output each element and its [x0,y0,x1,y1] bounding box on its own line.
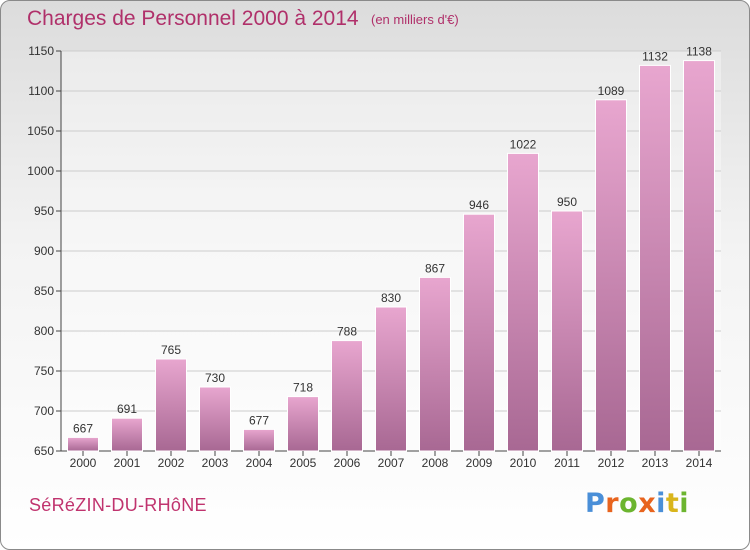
bar-2006 [331,340,363,452]
bar-2005 [287,396,319,452]
commune-name: SéRéZIN-DU-RHôNE [29,495,207,515]
y-tick-label: 1050 [27,124,54,138]
bar-2010 [507,152,539,452]
bar-2009 [463,213,495,452]
bar-2004 [243,428,275,452]
data-label-2008: 867 [425,261,445,275]
y-tick-label: 1000 [27,164,54,178]
bar-2000 [67,436,99,452]
logo-letter: P [585,488,606,519]
logo-letter: t [665,488,680,519]
bar-2001 [111,417,143,452]
x-tick-label-2007: 2007 [378,456,405,470]
x-tick-label-2012: 2012 [598,456,625,470]
data-label-2011: 950 [557,195,577,209]
data-label-2002: 765 [161,343,181,357]
y-tick-label: 900 [34,244,54,258]
y-tick-label: 650 [34,444,54,458]
x-tick-label-2001: 2001 [114,456,141,470]
data-label-2014: 1138 [686,45,712,59]
data-label-2006: 788 [337,325,357,339]
data-label-2010: 1022 [510,137,537,151]
x-tick-label-2010: 2010 [510,456,537,470]
logo-letter: i [679,488,690,519]
bar-2007 [375,306,407,452]
bar-2003 [199,386,231,452]
bar-2012 [595,99,627,452]
chart-title: Charges de Personnel 2000 à 2014 [27,7,359,30]
bar-2013 [639,64,671,452]
logo-letter: i [656,488,666,519]
y-tick-label: 750 [34,364,54,378]
bar-2002 [155,358,187,452]
data-label-2013: 1132 [642,49,668,63]
data-label-2001: 691 [117,402,137,416]
bar-2011 [551,210,583,452]
x-tick-label-2004: 2004 [246,456,273,470]
logo-letter: o [619,488,639,519]
y-tick-label: 950 [34,204,54,218]
logo-letter: r [605,488,620,519]
chart-subtitle: (en milliers d'€) [371,12,459,27]
x-tick-label-2006: 2006 [334,456,361,470]
x-tick-label-2003: 2003 [202,456,229,470]
x-tick-label-2008: 2008 [422,456,449,470]
logo-letter: x [638,488,657,519]
proxiti-logo: Proxiti [585,488,689,519]
x-tick-label-2014: 2014 [686,456,713,470]
x-tick-label-2002: 2002 [158,456,185,470]
y-tick-label: 800 [34,324,54,338]
y-tick-label: 700 [34,404,54,418]
data-label-2004: 677 [249,413,269,427]
data-label-2003: 730 [205,371,225,385]
data-label-2012: 1089 [598,84,625,98]
data-label-2009: 946 [469,198,489,212]
bar-2014 [683,60,715,452]
x-tick-label-2000: 2000 [70,456,97,470]
bar-2008 [419,276,451,452]
y-tick-label: 1100 [28,84,54,98]
y-tick-label: 850 [34,284,54,298]
y-tick-label: 1150 [28,44,54,58]
x-tick-label-2009: 2009 [466,456,493,470]
x-tick-label-2011: 2011 [554,456,580,470]
data-label-2000: 667 [73,421,93,435]
data-label-2005: 718 [293,381,313,395]
x-tick-label-2013: 2013 [642,456,669,470]
data-label-2007: 830 [381,291,401,305]
x-tick-label-2005: 2005 [290,456,317,470]
